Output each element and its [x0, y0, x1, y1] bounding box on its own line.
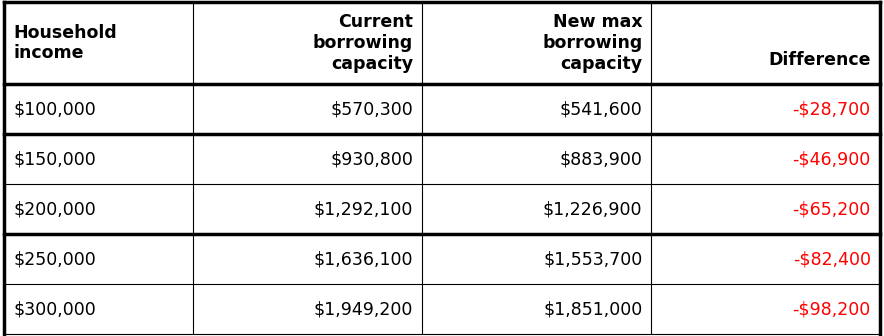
Bar	[422, 184, 652, 234]
Text: $1,292,100: $1,292,100	[314, 200, 413, 218]
Text: -$28,700: -$28,700	[793, 100, 871, 118]
Bar	[652, 184, 880, 234]
Bar	[193, 284, 422, 334]
Text: $300,000: $300,000	[13, 300, 96, 318]
Bar	[4, 284, 193, 334]
Text: $150,000: $150,000	[13, 150, 96, 168]
Bar	[193, 184, 422, 234]
Bar	[4, 234, 193, 284]
Text: $541,600: $541,600	[560, 100, 643, 118]
Bar	[652, 2, 880, 84]
Bar	[422, 2, 652, 84]
Text: $1,949,200: $1,949,200	[314, 300, 413, 318]
Text: -$46,900: -$46,900	[792, 150, 871, 168]
Text: $1,851,000: $1,851,000	[543, 300, 643, 318]
Text: Difference: Difference	[768, 51, 871, 69]
Bar	[652, 134, 880, 184]
Text: $1,636,100: $1,636,100	[314, 250, 413, 268]
Bar	[652, 84, 880, 134]
Text: $1,553,700: $1,553,700	[543, 250, 643, 268]
Text: -$65,200: -$65,200	[792, 200, 871, 218]
Bar	[4, 84, 193, 134]
Text: Current
borrowing
capacity: Current borrowing capacity	[313, 13, 413, 73]
Text: New max
borrowing
capacity: New max borrowing capacity	[542, 13, 643, 73]
Text: $100,000: $100,000	[13, 100, 96, 118]
Text: Household
income: Household income	[13, 24, 117, 62]
Bar	[422, 84, 652, 134]
Bar	[422, 234, 652, 284]
Text: -$82,400: -$82,400	[793, 250, 871, 268]
Bar	[652, 284, 880, 334]
Text: $570,300: $570,300	[331, 100, 413, 118]
Bar	[422, 284, 652, 334]
Text: $930,800: $930,800	[330, 150, 413, 168]
Bar	[193, 134, 422, 184]
Bar	[652, 234, 880, 284]
Bar	[193, 2, 422, 84]
Text: -$98,200: -$98,200	[792, 300, 871, 318]
Bar	[4, 2, 193, 84]
Bar	[4, 134, 193, 184]
Bar	[422, 134, 652, 184]
Text: $200,000: $200,000	[13, 200, 96, 218]
Text: $1,226,900: $1,226,900	[543, 200, 643, 218]
Bar	[193, 234, 422, 284]
Text: $883,900: $883,900	[560, 150, 643, 168]
Text: $250,000: $250,000	[13, 250, 96, 268]
Bar	[193, 84, 422, 134]
Bar	[4, 184, 193, 234]
